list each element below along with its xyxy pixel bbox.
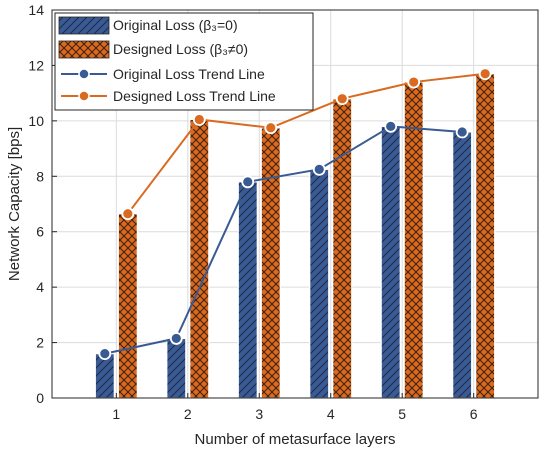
bar-designed-loss — [189, 118, 210, 399]
x-tick-label: 4 — [327, 406, 335, 422]
bar-original-loss — [452, 131, 473, 399]
designed-trend-marker — [121, 207, 135, 221]
bar-designed-loss — [332, 98, 353, 399]
legend-marker-original-trend — [78, 68, 90, 80]
designed-trend-marker — [407, 75, 421, 89]
designed-trend-marker — [478, 67, 492, 81]
legend: Original Loss (β₃=0) Designed Loss (β₃≠0… — [54, 12, 314, 111]
original-trend-marker — [169, 332, 183, 345]
original-trend-marker — [241, 175, 255, 189]
designed-trend-marker — [264, 121, 278, 135]
x-tick-label: 5 — [398, 406, 406, 422]
legend-marker-designed-trend — [78, 90, 90, 102]
bar-designed-loss — [475, 73, 496, 399]
plot-frame — [51, 9, 539, 399]
y-tick-label: 2 — [36, 335, 44, 351]
legend-label-designed-loss: Designed Loss (β₃≠0) — [113, 41, 248, 57]
legend-swatch-original-loss — [58, 16, 110, 35]
x-tick-label: 6 — [470, 406, 478, 422]
y-axis-label: Network Capacity [bps] — [6, 127, 23, 281]
designed-trend-marker — [335, 92, 349, 106]
y-tick-label: 4 — [36, 279, 44, 295]
bar-original-loss — [380, 125, 401, 399]
y-tick-label: 14 — [28, 2, 44, 18]
bar-designed-loss — [117, 213, 138, 399]
trend-lines — [98, 67, 492, 361]
original-trend-marker — [455, 125, 469, 139]
legend-label-original-trend: Original Loss Trend Line — [113, 66, 265, 82]
bar-original-loss — [94, 353, 115, 399]
legend-swatch-designed-loss — [58, 40, 110, 59]
bar-original-loss — [166, 337, 187, 399]
legend-label-designed-trend: Designed Loss Trend Line — [113, 88, 276, 104]
y-tick-label: 6 — [36, 224, 44, 240]
bar-designed-loss — [260, 127, 281, 399]
x-ticks: 1 2 3 4 5 6 — [112, 393, 478, 422]
original-trend-line — [104, 125, 463, 355]
designed-trend-marker — [192, 113, 206, 126]
y-tick-label: 10 — [28, 113, 44, 129]
bar-original-loss — [309, 168, 330, 399]
y-tick-label: 12 — [28, 57, 44, 73]
x-tick-label: 2 — [184, 406, 192, 422]
y-ticks: 0 2 4 6 8 10 12 14 — [28, 2, 57, 406]
x-axis-label: Number of metasurface layers — [195, 431, 396, 448]
bar-original-loss — [237, 181, 258, 399]
x-tick-label: 1 — [112, 406, 120, 422]
y-tick-label: 8 — [36, 168, 44, 184]
x-tick-label: 3 — [255, 406, 263, 422]
original-trend-marker — [312, 162, 326, 176]
y-tick-label: 0 — [36, 390, 44, 406]
designed-trend-line — [127, 72, 486, 215]
original-trend-marker — [384, 120, 398, 133]
original-trend-marker — [98, 347, 112, 361]
legend-label-original-loss: Original Loss (β₃=0) — [113, 17, 238, 33]
